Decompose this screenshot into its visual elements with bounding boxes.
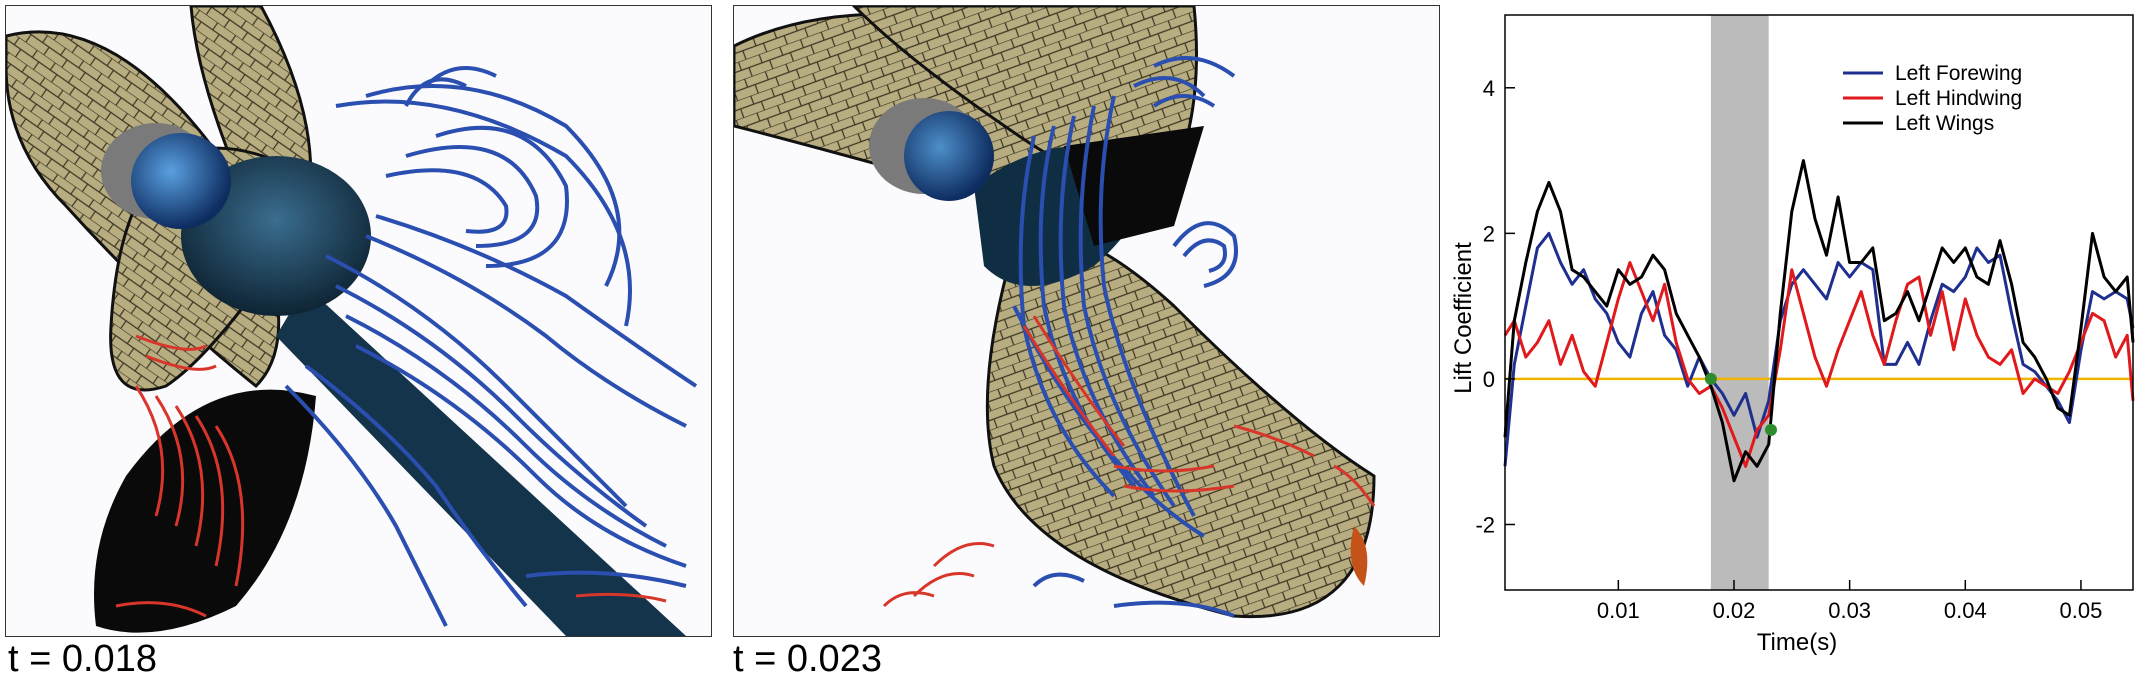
y-axis-label: Lift Coefficient <box>1450 242 1477 394</box>
x-tick-label-5: 0.05 <box>2060 598 2103 623</box>
y-tick-label-4: 4 <box>1483 76 1495 101</box>
y-tick-label-1: -2 <box>1475 512 1495 537</box>
x-axis-label: Time(s) <box>1757 629 1837 656</box>
hindwing-shape-2 <box>985 233 1376 619</box>
plot-frame <box>1504 14 2134 591</box>
x-tick-label-4: 0.04 <box>1944 598 1987 623</box>
abdomen-shape <box>276 286 686 636</box>
x-tick-label-3: 0.03 <box>1828 598 1871 623</box>
series-line-3 <box>1503 159 2135 483</box>
x-tick-label-1: 0.01 <box>1597 598 1640 623</box>
time-caption-1: t = 0.018 <box>8 638 157 680</box>
legend-label-3: Left Wings <box>1895 112 1994 135</box>
red-streamlines-2 <box>882 315 1376 608</box>
series-line-1 <box>1503 231 2135 467</box>
dark-hindwing-shape <box>94 389 316 633</box>
y-tick-label-3: 2 <box>1483 221 1495 246</box>
eye-shape-2 <box>904 111 994 201</box>
x-tick-label-2: 0.02 <box>1713 598 1756 623</box>
blue-streamlines <box>284 66 698 627</box>
marker-point-2 <box>1765 423 1778 436</box>
legend-label-1: Left Forewing <box>1895 62 2022 85</box>
shaded-region <box>1710 15 1769 590</box>
series-line-2 <box>1503 261 2135 468</box>
flow-visualization-panel-2 <box>733 5 1440 637</box>
thorax-shape <box>181 156 371 316</box>
blue-streamlines-2 <box>1012 56 1238 618</box>
eye-shape <box>131 133 231 229</box>
legend-label-2: Left Hindwing <box>1895 87 2022 110</box>
dragonfly-render-2 <box>734 6 1376 619</box>
dragonfly-render-1 <box>6 6 698 636</box>
flow-visualization-panel-1 <box>5 5 712 637</box>
time-caption-2: t = 0.023 <box>733 638 882 680</box>
pterostigma-shape <box>1350 526 1368 586</box>
red-streamlines <box>115 334 667 618</box>
marker-point-1 <box>1704 372 1717 385</box>
y-tick-label-2: 0 <box>1483 367 1495 392</box>
